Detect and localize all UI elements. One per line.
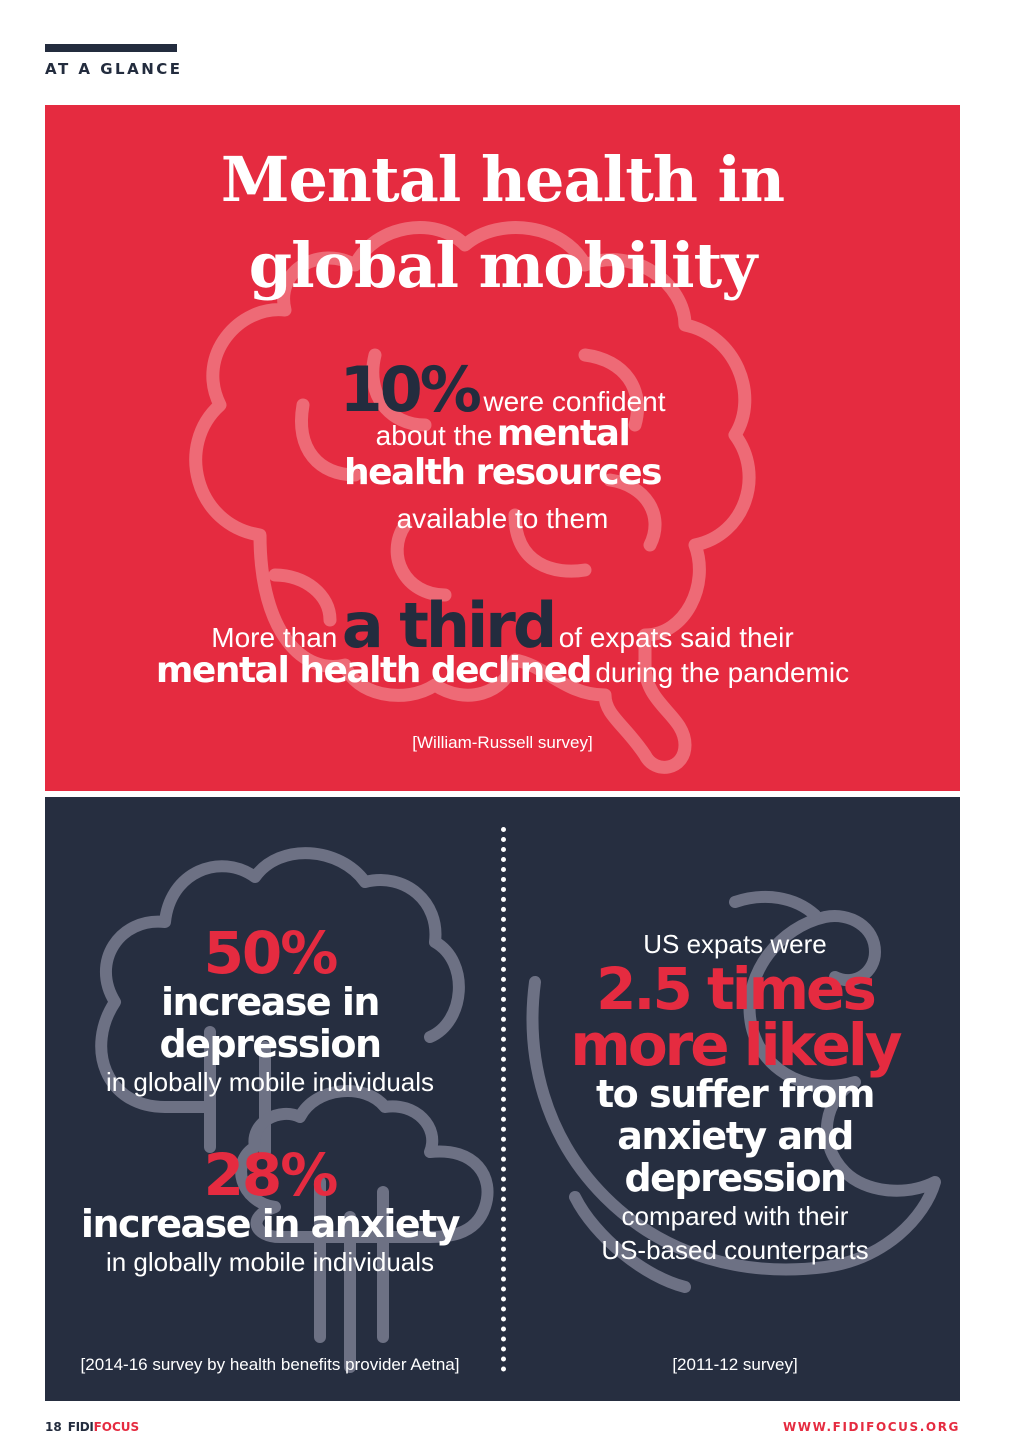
stat-value-third: a third <box>341 589 557 662</box>
footer-page-info: 18 FIDIFOCUS <box>45 1420 139 1434</box>
stat-text: More than <box>211 622 338 653</box>
stat-text: of expats said their <box>558 622 794 653</box>
wave-icon <box>526 890 941 1293</box>
stat-bold-text: anxiety and <box>617 1114 854 1158</box>
stat-us-expats: US expats were 2.5 times more likely to … <box>510 927 960 1267</box>
source-note: [2014-16 survey by health benefits provi… <box>80 1355 460 1374</box>
footer-website-link[interactable]: WWW.FIDIFOCUS.ORG <box>782 1420 960 1434</box>
navy-panel: 50% increase in depression in globally m… <box>45 797 960 1401</box>
stat-bold-text: depression <box>624 1156 847 1200</box>
stat-value-50-percent: 50% <box>203 919 339 987</box>
stat-bold-text: health resources <box>344 452 662 493</box>
stat-text: US expats were <box>643 929 827 959</box>
stat-text: were confident <box>483 386 666 417</box>
brain-icon <box>189 221 756 774</box>
stat-decline: More than a third of expats said their m… <box>45 589 960 691</box>
stat-bold-text: to suffer from <box>596 1072 875 1116</box>
title-line-1: Mental health in <box>220 143 785 216</box>
stat-value-2-5-times: 2.5 times <box>596 955 877 1023</box>
brand-logo-fidi: FIDI <box>67 1420 94 1434</box>
rain-cloud-icon <box>95 847 494 1373</box>
stat-bold-text: mental health declined <box>155 650 593 691</box>
stat-text: available to them <box>396 503 609 534</box>
stat-bold-text: increase in <box>161 980 380 1024</box>
title-line-2: global mobility <box>248 229 758 302</box>
stat-text: compared with their <box>621 1201 849 1231</box>
column-divider <box>501 827 506 1372</box>
stat-value-28-percent: 28% <box>203 1141 339 1209</box>
top-accent-bar <box>45 44 177 52</box>
source-note: [2011-12 survey] <box>672 1355 798 1374</box>
section-label: AT A GLANCE <box>45 60 183 78</box>
stat-value-10-percent: 10% <box>339 353 482 426</box>
stat-anxiety: 28% increase in anxiety in globally mobi… <box>45 1141 495 1279</box>
stat-bold-text: depression <box>159 1022 382 1066</box>
stat-confidence: 10% were confident about the mental heal… <box>45 355 960 535</box>
stat-text: during the pandemic <box>595 657 850 688</box>
brand-logo-focus: FOCUS <box>93 1420 140 1434</box>
infographic-title: Mental health in global mobility <box>45 137 960 309</box>
stat-depression: 50% increase in depression in globally m… <box>45 919 495 1099</box>
stat-value-more-likely: more likely <box>570 1011 902 1079</box>
stat-text: in globally mobile individuals <box>105 1247 435 1277</box>
stat-text: US-based counterparts <box>601 1235 869 1265</box>
stat-text: about the <box>375 420 493 451</box>
source-note: [William-Russell survey] <box>412 733 593 752</box>
stat-text: in globally mobile individuals <box>105 1067 435 1097</box>
red-panel: Mental health in global mobility 10% wer… <box>45 105 960 791</box>
page-number: 18 <box>45 1420 62 1434</box>
stat-bold-text: mental <box>496 413 631 454</box>
stat-bold-text: increase in anxiety <box>80 1202 461 1246</box>
